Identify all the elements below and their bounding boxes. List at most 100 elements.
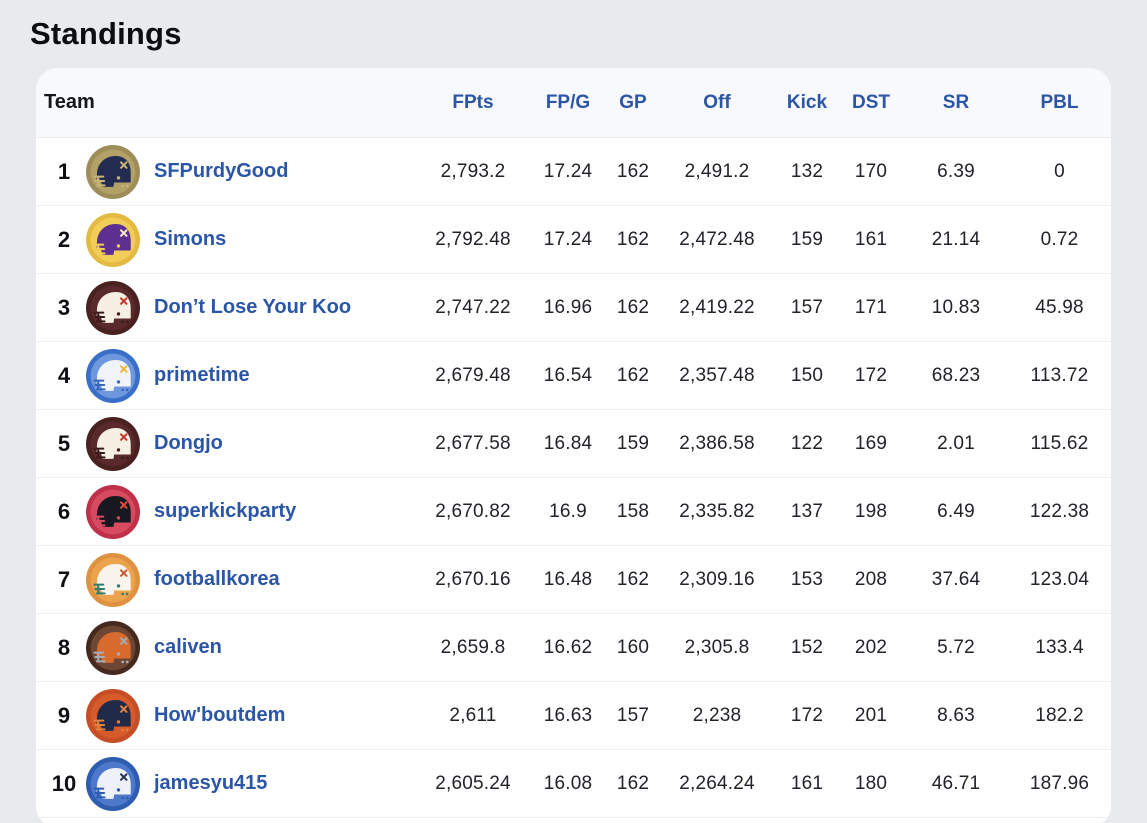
- fpg-value: 16.84: [543, 432, 593, 454]
- football-helmet-icon: [86, 756, 140, 811]
- team-name-link[interactable]: footballkorea: [154, 568, 280, 590]
- sr-value: 5.72: [937, 636, 975, 658]
- fpts-value: 2,677.58: [435, 432, 511, 454]
- team-cell: 5 Dongjo: [36, 416, 418, 471]
- dst-value: 180: [854, 772, 888, 794]
- off-value: 2,357.48: [679, 364, 755, 386]
- table-row: 2 Simons 2,792.48 17.24 162 2,472.48 159…: [36, 206, 1111, 274]
- team-name-link[interactable]: Simons: [154, 228, 227, 250]
- dst-value: 171: [854, 296, 888, 318]
- table-row: 4 primetime 2,679.48 16.54 162 2,357.48 …: [36, 342, 1111, 410]
- kick-value: 172: [790, 704, 824, 726]
- fpg-value: 17.24: [543, 228, 593, 250]
- column-header-sr[interactable]: SR: [942, 91, 970, 113]
- table-row: 1 SFPurdyGood 2,793.2 17.24 162 2,491.2 …: [36, 138, 1111, 206]
- team-cell: 1 SFPurdyGood: [36, 144, 418, 199]
- kick-value: 153: [790, 568, 824, 590]
- table-row: 9 How'boutdem 2,611 16.63 157 2,238 172 …: [36, 682, 1111, 750]
- football-helmet-icon: [86, 552, 140, 607]
- fpg-value: 16.54: [543, 364, 593, 386]
- team-name-link[interactable]: Dongjo: [154, 432, 223, 454]
- off-value: 2,472.48: [679, 228, 755, 250]
- team-name-link[interactable]: How'boutdem: [154, 704, 286, 726]
- team-cell: 7 footballkorea: [36, 552, 418, 607]
- team-avatar: [86, 552, 140, 607]
- rank-number: 10: [51, 770, 77, 796]
- sr-value: 6.39: [937, 160, 975, 182]
- team-name-link[interactable]: caliven: [154, 636, 222, 658]
- team-avatar: [86, 688, 140, 743]
- column-header-gp[interactable]: GP: [619, 91, 647, 113]
- fpts-value: 2,679.48: [435, 364, 511, 386]
- column-header-fpts[interactable]: FPts: [452, 91, 494, 113]
- pbl-value: 122.38: [1029, 500, 1090, 522]
- column-header-kick[interactable]: Kick: [786, 91, 828, 113]
- football-helmet-icon: [86, 484, 140, 539]
- team-name-link[interactable]: primetime: [154, 364, 250, 386]
- team-name-link[interactable]: SFPurdyGood: [154, 160, 289, 182]
- team-cell: 2 Simons: [36, 212, 418, 267]
- gp-value: 162: [616, 296, 650, 318]
- gp-value: 162: [616, 228, 650, 250]
- rank-number: 3: [57, 294, 71, 320]
- kick-value: 122: [790, 432, 824, 454]
- column-header-fpg[interactable]: FP/G: [545, 91, 591, 113]
- team-avatar: [86, 144, 140, 199]
- team-name-link[interactable]: jamesyu415: [154, 772, 268, 794]
- football-helmet-icon: [86, 212, 140, 267]
- fpts-value: 2,747.22: [435, 296, 511, 318]
- team-avatar: [86, 484, 140, 539]
- rank-number: 2: [57, 226, 71, 252]
- team-avatar: [86, 620, 140, 675]
- rank-number: 6: [57, 498, 71, 524]
- sr-value: 68.23: [931, 364, 981, 386]
- sr-value: 8.63: [937, 704, 975, 726]
- gp-value: 158: [616, 500, 650, 522]
- column-header-dst[interactable]: DST: [852, 91, 890, 113]
- fpg-value: 17.24: [543, 160, 593, 182]
- column-header-pbl[interactable]: PBL: [1040, 91, 1079, 113]
- off-value: 2,305.8: [684, 636, 750, 658]
- kick-value: 132: [790, 160, 824, 182]
- sr-value: 37.64: [931, 568, 981, 590]
- sr-value: 10.83: [931, 296, 981, 318]
- page-title: Standings: [30, 16, 182, 51]
- fpts-value: 2,792.48: [435, 228, 511, 250]
- team-cell: 9 How'boutdem: [36, 688, 418, 743]
- team-name-link[interactable]: Don’t Lose Your Koo: [154, 296, 352, 318]
- rank-number: 7: [57, 566, 71, 592]
- football-helmet-icon: [86, 688, 140, 743]
- pbl-value: 45.98: [1035, 296, 1084, 318]
- gp-value: 162: [616, 568, 650, 590]
- football-helmet-icon: [86, 620, 140, 675]
- gp-value: 162: [616, 364, 650, 386]
- kick-value: 150: [790, 364, 824, 386]
- rank-number: 9: [57, 702, 71, 728]
- fpts-value: 2,670.16: [435, 568, 511, 590]
- column-header-off[interactable]: Off: [703, 91, 731, 113]
- off-value: 2,491.2: [684, 160, 750, 182]
- fpts-value: 2,659.8: [440, 636, 506, 658]
- column-header-team[interactable]: Team: [44, 91, 95, 113]
- team-cell: 10 jamesyu415: [36, 756, 418, 811]
- kick-value: 157: [790, 296, 824, 318]
- kick-value: 159: [790, 228, 824, 250]
- football-helmet-icon: [86, 144, 140, 199]
- table-row: 8 caliven 2,659.8 16.62 160 2,305.8 152 …: [36, 614, 1111, 682]
- fpg-value: 16.9: [549, 500, 587, 522]
- team-avatar: [86, 280, 140, 335]
- dst-value: 208: [854, 568, 888, 590]
- table-header-row: Team FPts FP/G GP Off Kick DST SR PBL: [36, 68, 1111, 138]
- off-value: 2,419.22: [679, 296, 755, 318]
- sr-value: 2.01: [937, 432, 975, 454]
- pbl-value: 187.96: [1029, 772, 1090, 794]
- dst-value: 169: [854, 432, 888, 454]
- fpg-value: 16.63: [543, 704, 593, 726]
- table-row: 10 jamesyu415 2,605.24 16.08 162 2,264.2…: [36, 750, 1111, 818]
- table-body: 1 SFPurdyGood 2,793.2 17.24 162 2,491.2 …: [36, 138, 1111, 818]
- team-name-link[interactable]: superkickparty: [154, 500, 297, 522]
- team-avatar: [86, 416, 140, 471]
- fpg-value: 16.08: [543, 772, 593, 794]
- fpg-value: 16.62: [543, 636, 593, 658]
- off-value: 2,264.24: [679, 772, 755, 794]
